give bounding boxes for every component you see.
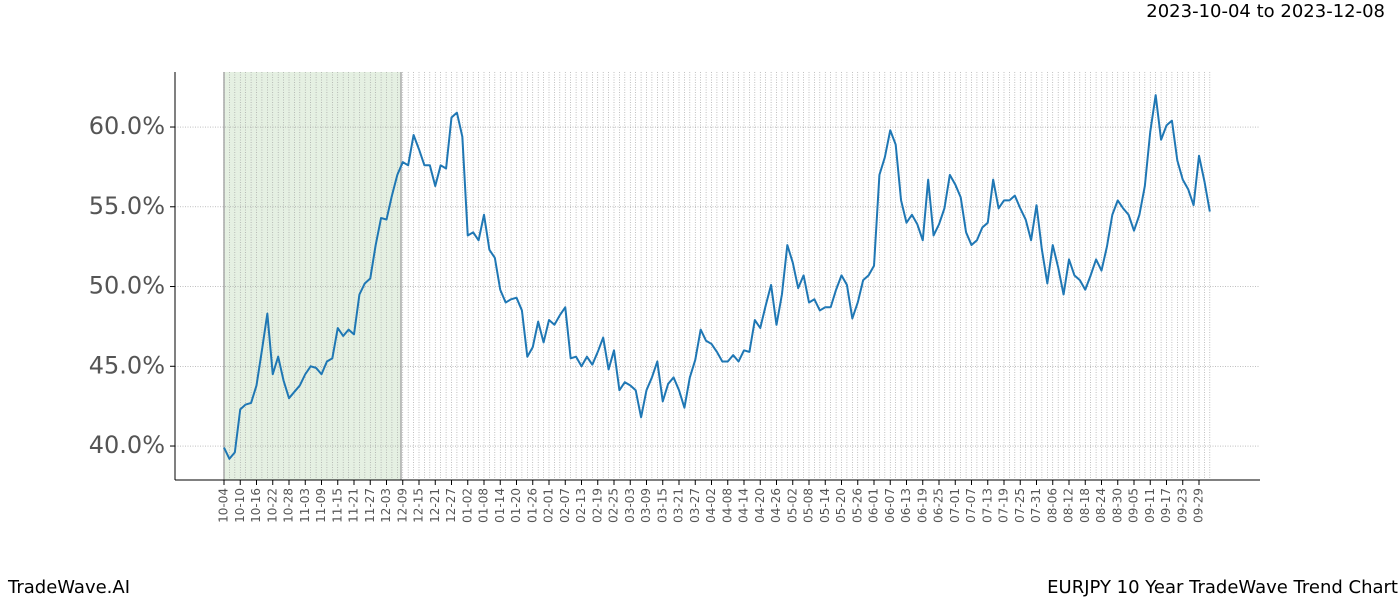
x-tick-label: 08-24 <box>1094 488 1108 523</box>
x-tick-label: 07-13 <box>980 488 994 523</box>
x-tick-label: 04-08 <box>720 488 734 523</box>
x-tick-label: 12-03 <box>379 488 393 523</box>
x-tick-label: 05-20 <box>834 488 848 523</box>
x-tick-label: 03-27 <box>688 488 702 523</box>
x-tick-label: 12-15 <box>412 488 426 523</box>
x-tick-label: 11-27 <box>363 488 377 523</box>
x-tick-label: 10-10 <box>233 488 247 523</box>
x-tick-label: 01-26 <box>525 488 539 523</box>
x-tick-label: 08-06 <box>1045 488 1059 523</box>
x-tick-label: 02-19 <box>590 488 604 523</box>
x-tick-label: 01-02 <box>460 488 474 523</box>
x-tick-label: 08-30 <box>1110 488 1124 523</box>
x-tick-label: 01-20 <box>509 488 523 523</box>
x-tick-label: 06-07 <box>883 488 897 523</box>
x-tick-label: 06-13 <box>899 488 913 523</box>
x-tick-label: 06-19 <box>915 488 929 523</box>
x-tick-label: 07-19 <box>997 488 1011 523</box>
x-tick-label: 11-21 <box>347 488 361 523</box>
chart-title: EURJPY 10 Year TradeWave Trend Chart <box>1047 577 1398 598</box>
y-tick-label: 50.0% <box>89 272 165 300</box>
x-tick-label: 05-08 <box>802 488 816 523</box>
x-tick-label: 03-21 <box>672 488 686 523</box>
y-tick-label: 60.0% <box>89 112 165 140</box>
x-tick-label: 10-22 <box>265 488 279 523</box>
x-tick-label: 05-02 <box>785 488 799 523</box>
date-range: 2023-10-04 to 2023-12-08 <box>1146 1 1385 22</box>
x-tick-label: 08-12 <box>1062 488 1076 523</box>
x-tick-label: 09-11 <box>1143 488 1157 523</box>
series-line <box>223 94 1211 460</box>
x-tick-label: 11-15 <box>330 488 344 523</box>
x-tick-label: 07-25 <box>1013 488 1027 523</box>
x-tick-label: 03-09 <box>639 488 653 523</box>
x-tick-label: 04-26 <box>769 488 783 523</box>
x-tick-label: 10-16 <box>249 488 263 523</box>
x-tick-label: 02-13 <box>574 488 588 523</box>
x-tick-label: 09-29 <box>1192 488 1206 523</box>
x-tick-label: 09-23 <box>1175 488 1189 523</box>
y-tick-label: 40.0% <box>89 431 165 459</box>
y-tick-label: 55.0% <box>89 192 165 220</box>
x-tick-label: 08-18 <box>1078 488 1092 523</box>
x-tick-label: 06-25 <box>932 488 946 523</box>
x-tick-label: 09-05 <box>1127 488 1141 523</box>
x-tick-label: 09-17 <box>1159 488 1173 523</box>
x-tick-label: 01-14 <box>493 488 507 523</box>
x-tick-label: 05-26 <box>850 488 864 523</box>
x-tick-label: 12-09 <box>395 488 409 523</box>
x-tick-label: 03-03 <box>623 488 637 523</box>
x-tick-label: 06-01 <box>867 488 881 523</box>
x-tick-label: 10-28 <box>282 488 296 523</box>
x-tick-label: 02-25 <box>607 488 621 523</box>
x-tick-label: 05-14 <box>818 488 832 523</box>
x-tick-label: 04-20 <box>753 488 767 523</box>
x-tick-label: 12-27 <box>444 488 458 523</box>
x-tick-label: 02-07 <box>558 488 572 523</box>
x-tick-label: 07-07 <box>964 488 978 523</box>
x-tick-label: 10-04 <box>217 488 231 523</box>
y-tick-label: 45.0% <box>89 351 165 379</box>
x-tick-label: 07-31 <box>1029 488 1043 523</box>
x-tick-label: 04-14 <box>737 488 751 523</box>
x-tick-label: 07-01 <box>948 488 962 523</box>
x-tick-label: 01-08 <box>477 488 491 523</box>
x-tick-label: 03-15 <box>655 488 669 523</box>
x-tick-label: 11-09 <box>314 488 328 523</box>
x-tick-label: 02-01 <box>542 488 556 523</box>
source: TradeWave.AI <box>7 577 130 598</box>
highlight-span <box>224 72 401 480</box>
plot <box>223 94 1211 460</box>
x-tick-label: 04-02 <box>704 488 718 523</box>
x-tick-label: 12-21 <box>428 488 442 523</box>
x-tick-label: 11-03 <box>298 488 312 523</box>
